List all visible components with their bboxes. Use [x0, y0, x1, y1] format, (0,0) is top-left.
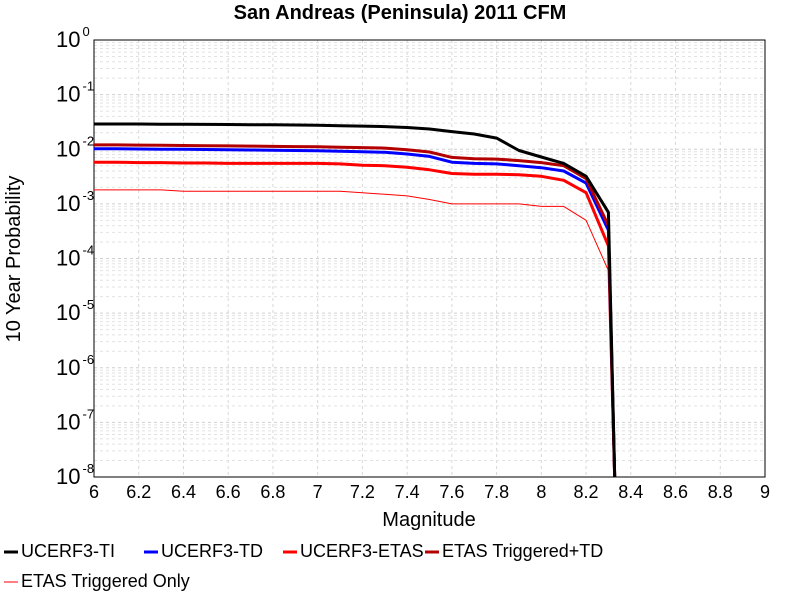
- series-group: [94, 122, 617, 477]
- y-tick-label: 10 -8: [56, 461, 94, 489]
- x-tick-label: 6.8: [260, 482, 285, 502]
- x-tick-label: 7.8: [484, 482, 509, 502]
- legend-item: ETAS Triggered+TD: [425, 541, 603, 561]
- x-tick-label: 8.6: [663, 482, 688, 502]
- plot-frame: [93, 39, 766, 478]
- x-tick-label: 7.2: [350, 482, 375, 502]
- chart-title: San Andreas (Peninsula) 2011 CFM: [234, 2, 567, 24]
- y-axis-label: 10 Year Probability: [3, 176, 25, 343]
- x-tick-label: 8.2: [574, 482, 599, 502]
- x-tick-label: 6: [89, 482, 99, 502]
- y-tick-label: 10 0: [56, 24, 90, 52]
- y-tick-label: 10 -7: [56, 406, 94, 434]
- legend-label: UCERF3-ETAS: [300, 541, 424, 561]
- legend-item: UCERF3-TD: [144, 541, 263, 561]
- y-tick-label: 10 -6: [56, 352, 94, 380]
- x-tick-label: 6.4: [171, 482, 196, 502]
- grid: [94, 40, 765, 477]
- legend-label: ETAS Triggered Only: [21, 571, 190, 591]
- series-line-ucerf3-ti: [94, 122, 617, 477]
- y-tick-label: 10 -2: [56, 133, 94, 161]
- series-line-etas-triggered-td: [94, 143, 617, 477]
- legend-item: UCERF3-ETAS: [283, 541, 424, 561]
- series-line-etas-triggered-only: [94, 189, 616, 477]
- x-tick-label: 6.2: [126, 482, 151, 502]
- legend-item: ETAS Triggered Only: [4, 571, 190, 591]
- x-tick-labels: 6 6.2 6.4 6.6 6.8 7 7.2 7.4 7.6 7.8 8 8.2 8.4 8.6 8.8 9: [89, 482, 770, 502]
- x-tick-label: 7.4: [395, 482, 420, 502]
- series-line-ucerf3-td: [94, 147, 617, 477]
- legend: UCERF3-TI UCERF3-TD UCERF3-ETAS ETAS Trigge…: [4, 541, 603, 591]
- legend-label: ETAS Triggered+TD: [442, 541, 603, 561]
- series-line-ucerf3-etas: [94, 160, 617, 477]
- x-tick-label: 7: [313, 482, 323, 502]
- x-tick-label: 8.4: [618, 482, 643, 502]
- x-axis-label: Magnitude: [382, 509, 475, 531]
- legend-item: UCERF3-TI: [4, 541, 115, 561]
- x-tick-label: 6.6: [216, 482, 241, 502]
- x-tick-label: 8: [536, 482, 546, 502]
- legend-label: UCERF3-TI: [21, 541, 115, 561]
- x-tick-label: 7.6: [439, 482, 464, 502]
- y-tick-label: 10 -1: [56, 79, 94, 107]
- y-tick-label: 10 -3: [56, 188, 94, 216]
- legend-label: UCERF3-TD: [161, 541, 263, 561]
- y-tick-label: 10 -5: [56, 297, 94, 325]
- y-tick-label: 10 -4: [56, 243, 94, 271]
- x-tick-label: 8.8: [708, 482, 733, 502]
- x-tick-label: 9: [760, 482, 770, 502]
